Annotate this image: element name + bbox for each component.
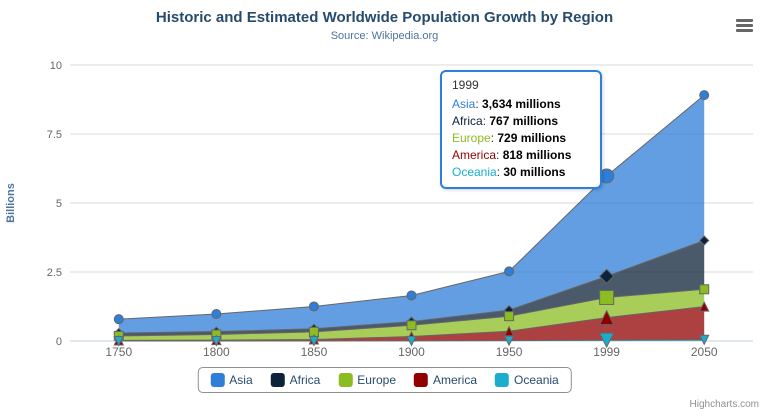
y-axis-label: 2.5 — [47, 267, 62, 279]
marker-europe-1999[interactable] — [599, 289, 615, 305]
y-axis-label: 10 — [50, 60, 62, 72]
marker-asia-1900[interactable] — [406, 290, 417, 301]
x-axis-label: 1750 — [105, 345, 132, 359]
area-series-africa[interactable] — [118, 240, 705, 336]
marker-africa-1999[interactable] — [598, 268, 615, 285]
tooltip-header: 1999 — [452, 78, 479, 92]
legend-item-africa[interactable]: Africa — [270, 373, 321, 387]
legend-label-america: America — [433, 373, 478, 387]
marker-oceania-2050[interactable] — [698, 334, 710, 346]
y-axis-title: Billions — [5, 183, 17, 223]
tooltip-row-oceania: Oceania: 30 millions — [452, 164, 590, 181]
tooltip-colon: : — [475, 97, 483, 111]
legend: Asia Africa Europe America Oceania — [197, 367, 572, 393]
tooltip-value: 3,634 millions — [482, 97, 561, 111]
legend-label-europe: Europe — [357, 373, 397, 387]
marker-europe-1950[interactable] — [504, 311, 515, 322]
marker-asia-1950[interactable] — [504, 266, 515, 277]
credits-link[interactable]: Highcharts.com — [689, 399, 759, 410]
x-axis-label: 1800 — [203, 345, 230, 359]
tooltip-series-name: Europe — [452, 131, 491, 145]
legend-label-africa: Africa — [289, 373, 321, 387]
export-menu-button[interactable] — [736, 19, 753, 34]
x-axis-label: 2050 — [691, 345, 718, 359]
x-axis-label: 1900 — [398, 345, 425, 359]
legend-item-oceania[interactable]: Oceania — [495, 373, 559, 387]
marker-oceania-1800[interactable] — [211, 335, 222, 347]
marker-oceania-1900[interactable] — [406, 335, 417, 347]
tooltip: 1999 Asia: 3,634 millions Africa: 767 mil… — [440, 70, 602, 189]
area-series-asia[interactable] — [118, 95, 705, 334]
legend-item-asia[interactable]: Asia — [210, 373, 253, 387]
legend-label-asia: Asia — [229, 373, 253, 387]
tooltip-row-america: America: 818 millions — [452, 147, 590, 164]
area-series-america[interactable] — [118, 306, 705, 341]
marker-asia-1850[interactable] — [308, 301, 319, 312]
tooltip-colon: : — [490, 131, 498, 145]
legend-swatch-asia — [210, 373, 225, 387]
legend-label-oceania: Oceania — [514, 373, 559, 387]
tooltip-value: 30 millions — [503, 165, 566, 179]
marker-america-2050[interactable] — [698, 300, 710, 312]
x-axis-label: 1850 — [301, 345, 328, 359]
legend-swatch-africa — [270, 373, 285, 387]
tooltip-row-europe: Europe: 729 millions — [452, 130, 590, 147]
tooltip-series-name: Oceania — [452, 165, 497, 179]
legend-swatch-america — [414, 373, 429, 387]
tooltip-series-name: Asia — [452, 97, 476, 111]
legend-item-europe[interactable]: Europe — [338, 373, 396, 387]
marker-oceania-1750[interactable] — [113, 335, 125, 347]
x-axis-label: 1950 — [496, 345, 523, 359]
marker-europe-2050[interactable] — [699, 284, 710, 295]
export-menu-icon — [736, 29, 753, 32]
tooltip-value: 767 millions — [489, 114, 559, 128]
y-axis-label: 0 — [56, 336, 62, 348]
legend-swatch-oceania — [495, 373, 510, 387]
marker-oceania-1999[interactable] — [598, 332, 615, 349]
export-menu-icon — [736, 19, 753, 22]
tooltip-colon: : — [496, 165, 504, 179]
marker-europe-1900[interactable] — [406, 320, 417, 331]
marker-asia-2050[interactable] — [699, 90, 710, 101]
tooltip-rows: Asia: 3,634 millions Africa: 767 millions… — [452, 96, 590, 181]
marker-asia-1750[interactable] — [113, 314, 124, 325]
tooltip-row-asia: Asia: 3,634 millions — [452, 96, 590, 113]
tooltip-colon: : — [496, 148, 503, 162]
marker-africa-2050[interactable] — [699, 235, 710, 246]
y-axis-label: 5 — [56, 198, 62, 210]
tooltip-row-africa: Africa: 767 millions — [452, 113, 590, 130]
marker-oceania-1850[interactable] — [308, 335, 320, 347]
x-axis-label: 1999 — [593, 345, 620, 359]
legend-swatch-europe — [338, 373, 353, 387]
chart-subtitle: Source: Wikipedia.org — [330, 30, 439, 42]
marker-america-1999[interactable] — [598, 309, 615, 326]
export-menu-icon — [736, 24, 753, 27]
marker-oceania-1950[interactable] — [503, 335, 515, 347]
y-axis-label: 7.5 — [47, 129, 62, 141]
tooltip-series-name: America — [452, 148, 497, 162]
tooltip-value: 729 millions — [497, 131, 567, 145]
legend-item-america[interactable]: America — [414, 373, 477, 387]
tooltip-value: 818 millions — [502, 148, 572, 162]
tooltip-series-name: Africa — [452, 114, 483, 128]
chart-title: Historic and Estimated Worldwide Populat… — [155, 9, 614, 26]
tooltip-colon: : — [482, 114, 490, 128]
marker-asia-1800[interactable] — [211, 309, 222, 320]
